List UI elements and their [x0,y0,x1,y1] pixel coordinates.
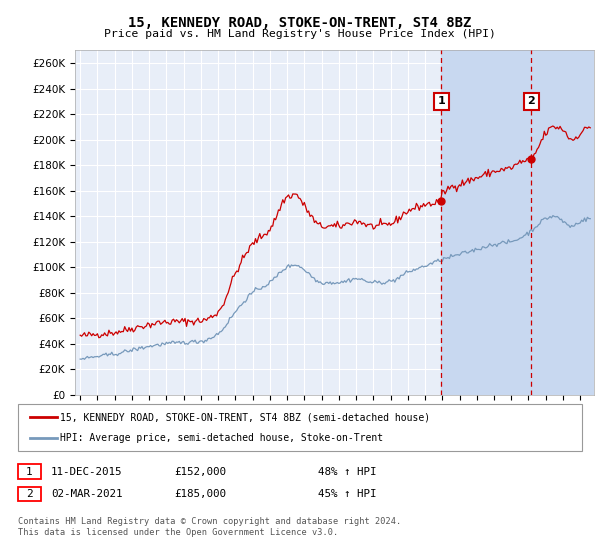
Text: £152,000: £152,000 [174,466,226,477]
Text: £185,000: £185,000 [174,489,226,499]
Text: HPI: Average price, semi-detached house, Stoke-on-Trent: HPI: Average price, semi-detached house,… [60,433,383,443]
Bar [442,50,532,395]
Text: 02-MAR-2021: 02-MAR-2021 [51,489,122,499]
Text: 15, KENNEDY ROAD, STOKE-ON-TRENT, ST4 8BZ: 15, KENNEDY ROAD, STOKE-ON-TRENT, ST4 8B… [128,16,472,30]
Text: 2: 2 [527,96,535,106]
Text: Price paid vs. HM Land Registry's House Price Index (HPI): Price paid vs. HM Land Registry's House … [104,29,496,39]
Text: 1: 1 [26,466,33,477]
Text: Contains HM Land Registry data © Crown copyright and database right 2024.
This d: Contains HM Land Registry data © Crown c… [18,517,401,537]
Bar [532,50,600,395]
Text: 45% ↑ HPI: 45% ↑ HPI [318,489,377,499]
Text: 11-DEC-2015: 11-DEC-2015 [51,466,122,477]
Text: 1: 1 [437,96,445,106]
Text: 48% ↑ HPI: 48% ↑ HPI [318,466,377,477]
Text: 15, KENNEDY ROAD, STOKE-ON-TRENT, ST4 8BZ (semi-detached house): 15, KENNEDY ROAD, STOKE-ON-TRENT, ST4 8B… [60,412,430,422]
Text: 2: 2 [26,489,33,499]
